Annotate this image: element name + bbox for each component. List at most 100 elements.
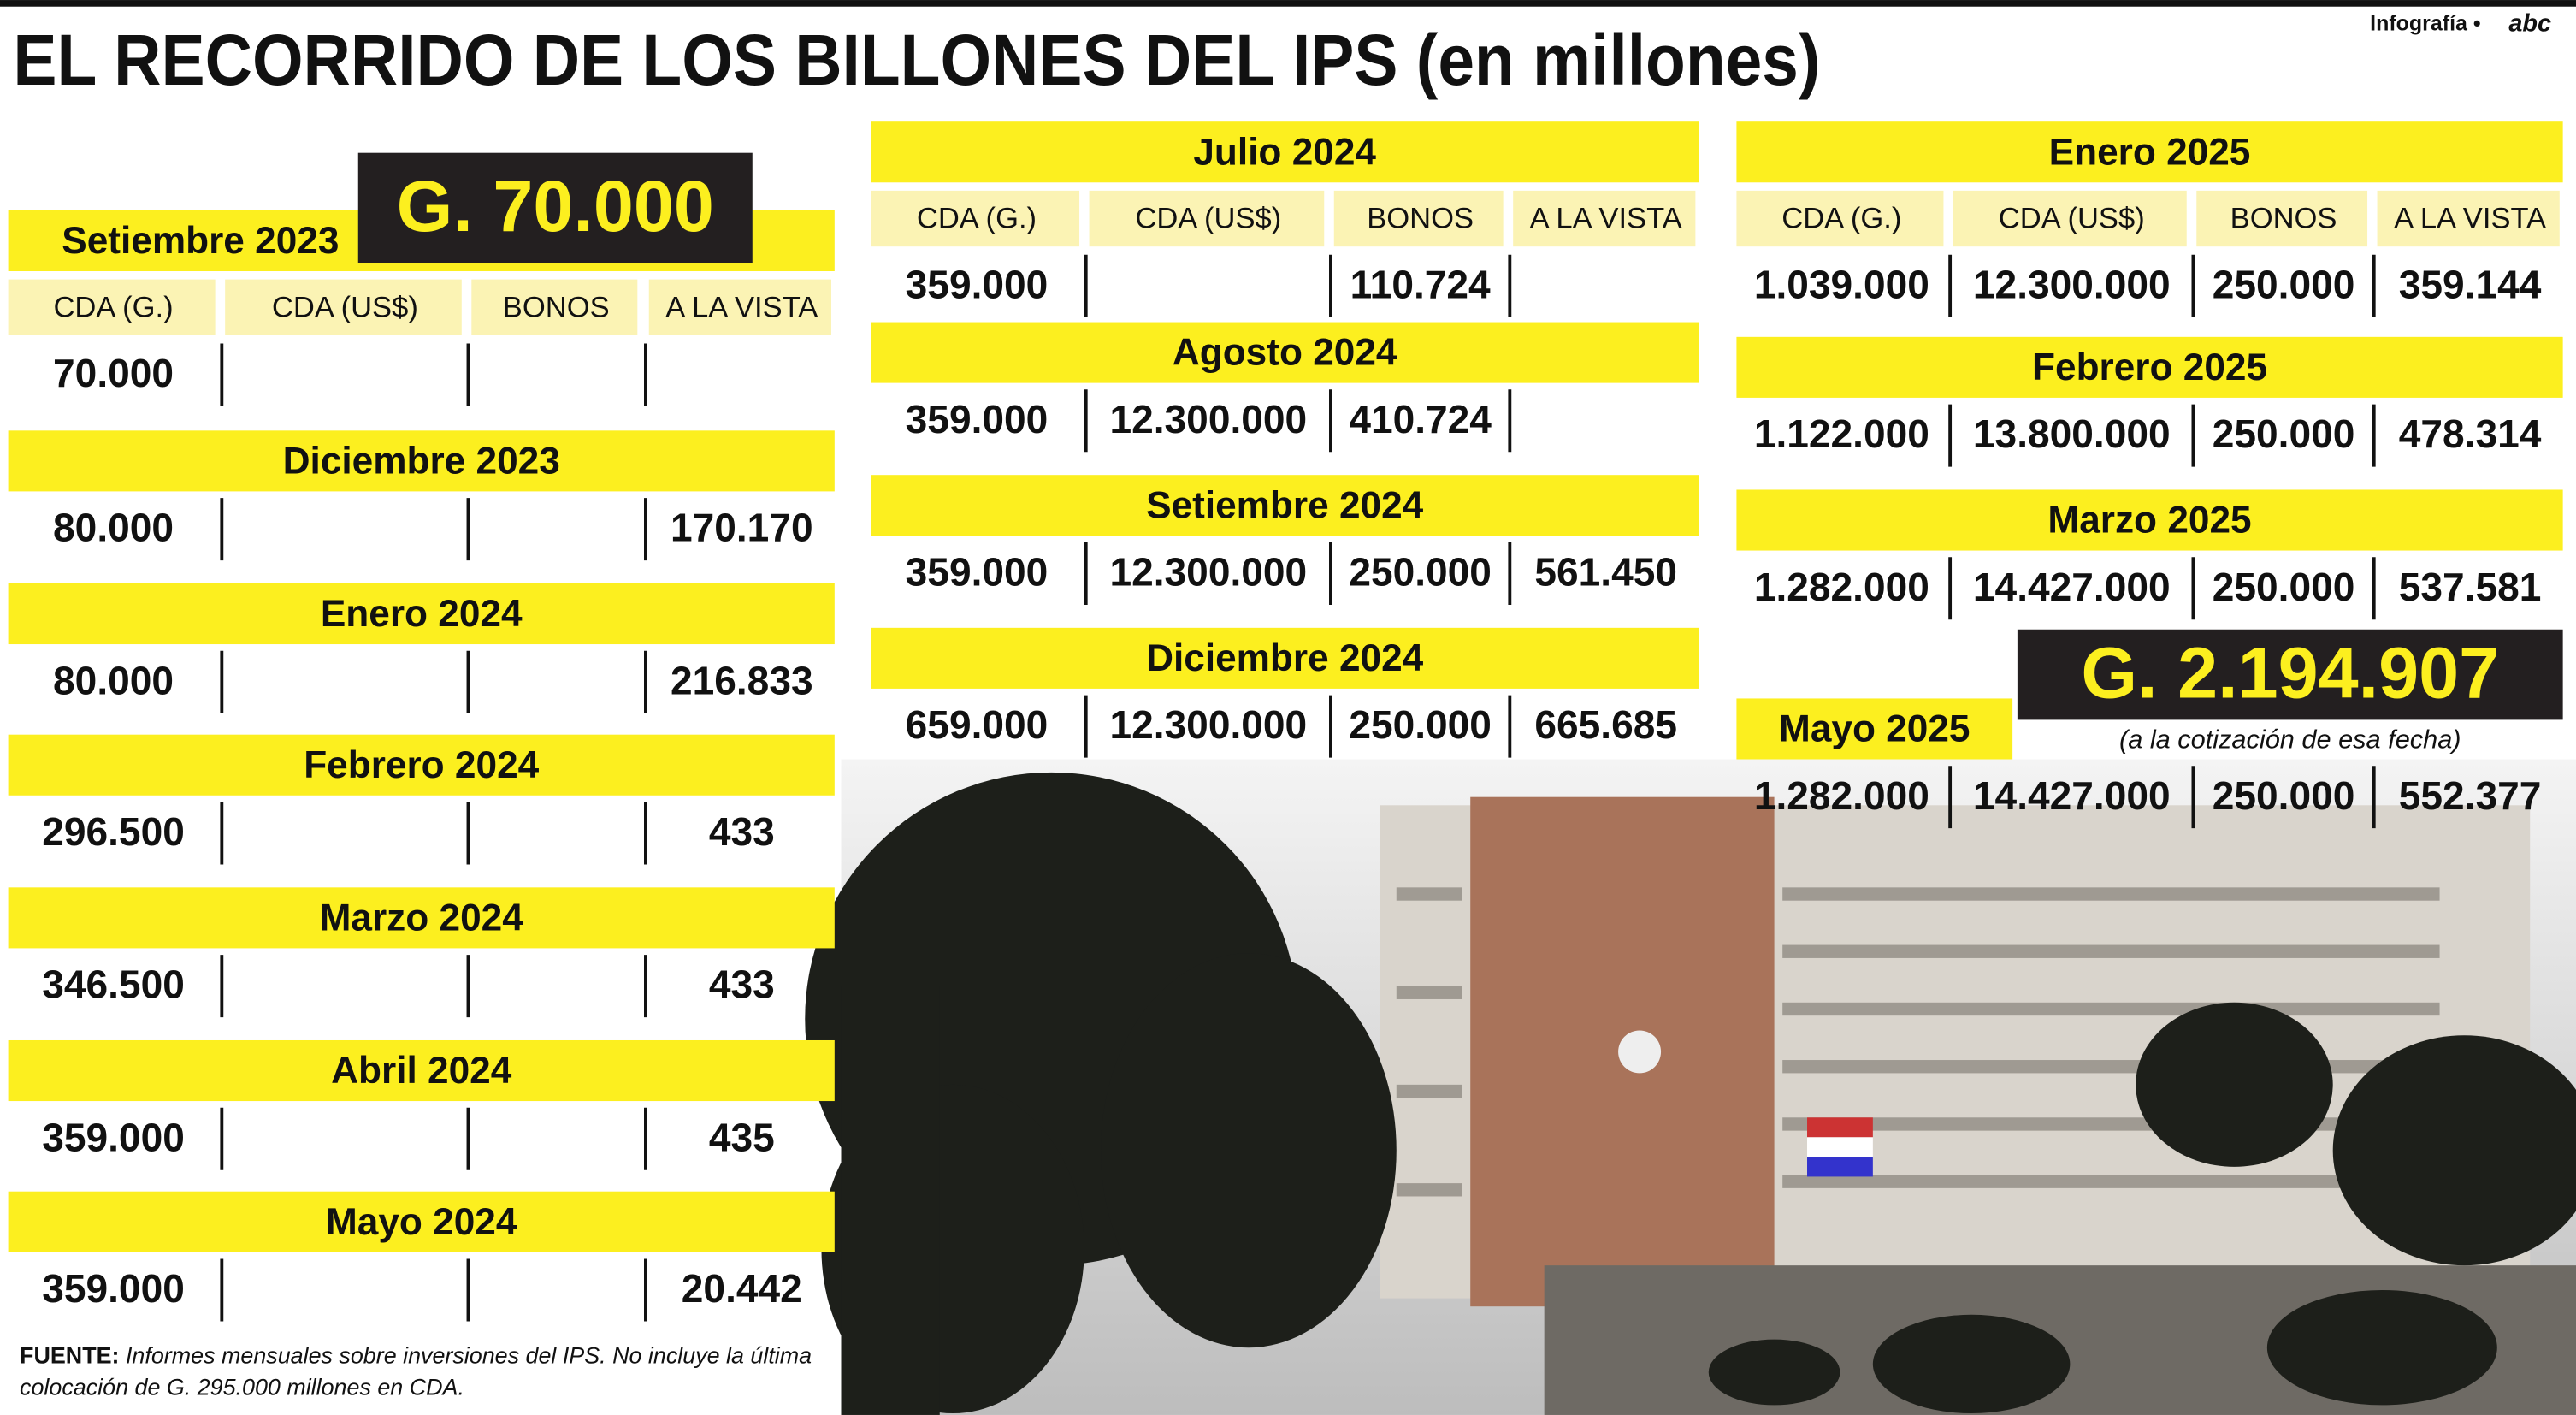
cell-value: 250.000 — [2213, 773, 2355, 818]
month-band — [8, 430, 835, 492]
month-band — [1736, 336, 2563, 398]
title: EL RECORRIDO DE LOS BILLONES DEL IPS (en… — [13, 19, 1820, 100]
month-label: Febrero 2024 — [304, 744, 539, 786]
cell-value: 359.144 — [2399, 262, 2542, 306]
footer-text: Informes mensuales sobre inversiones del… — [126, 1343, 812, 1369]
column-header: CDA (US$) — [1999, 203, 2145, 235]
cell-value: 13.800.000 — [1973, 411, 2171, 456]
cell-value: 552.377 — [2399, 773, 2542, 818]
month-band — [1736, 698, 2013, 760]
cell-value: 110.724 — [1350, 262, 1491, 306]
cell-value: 1.122.000 — [1754, 411, 1929, 456]
cell-value: 359.000 — [42, 1115, 185, 1159]
column-header-cell — [1953, 190, 2187, 247]
column-header: CDA (US$) — [1135, 203, 1281, 235]
month-band — [871, 322, 1699, 383]
column-header-cell — [1513, 190, 1696, 247]
highlight-amount: G. 2.194.907 — [2081, 632, 2499, 713]
month-label: Diciembre 2023 — [283, 440, 560, 482]
month-label: Mayo 2024 — [326, 1201, 517, 1243]
column-header-cell — [1089, 190, 1325, 247]
cell-value: 12.300.000 — [1109, 397, 1307, 441]
cell-value: 70.000 — [53, 351, 174, 395]
column-header: BONOS — [1367, 203, 1474, 235]
column-header: CDA (G.) — [917, 203, 1037, 235]
column-header-cell — [225, 279, 462, 335]
highlight-amount: G. 70.000 — [397, 165, 714, 246]
column-header: CDA (G.) — [53, 291, 173, 323]
month-band — [871, 121, 1699, 183]
cell-value: 250.000 — [1349, 702, 1492, 747]
month-label: Marzo 2025 — [2047, 500, 2251, 542]
cell-value: 1.039.000 — [1754, 262, 1929, 306]
cell-value: 346.500 — [42, 962, 185, 1007]
cell-value: 170.170 — [671, 506, 813, 550]
cell-value: 561.450 — [1534, 550, 1677, 595]
month-label: Agosto 2024 — [1173, 332, 1397, 374]
logo: abc — [2508, 9, 2551, 37]
highlight-note: (a la cotización de esa fecha) — [2119, 725, 2461, 755]
cell-value: 14.427.000 — [1973, 773, 2171, 818]
month-band — [1736, 121, 2563, 183]
cell-value: 250.000 — [1349, 550, 1492, 595]
cell-value: 433 — [709, 962, 775, 1007]
cell-value: 12.300.000 — [1109, 550, 1307, 595]
cell-value: 410.724 — [1349, 397, 1492, 441]
column-header: A LA VISTA — [1530, 203, 1682, 235]
cell-value: 435 — [709, 1115, 775, 1159]
cell-value: 296.500 — [42, 809, 185, 854]
month-label: Setiembre 2023 — [62, 220, 339, 262]
column-header: CDA (US$) — [272, 291, 418, 323]
month-label: Enero 2024 — [321, 593, 523, 635]
month-band — [871, 475, 1699, 536]
month-band — [8, 583, 835, 645]
month-label: Setiembre 2024 — [1146, 484, 1424, 526]
cell-value: 20.442 — [682, 1266, 802, 1311]
footer: FUENTE: Informes mensuales sobre inversi… — [20, 1343, 812, 1369]
column-header: BONOS — [503, 291, 610, 323]
column-header-cell — [2196, 190, 2368, 247]
column-header-cell — [1736, 190, 1944, 247]
cell-value: 250.000 — [2213, 411, 2355, 456]
cell-value: 12.300.000 — [1973, 262, 2171, 306]
cell-value: 80.000 — [53, 506, 174, 550]
cell-value: 359.000 — [906, 550, 1049, 595]
month-band — [8, 1039, 835, 1102]
month-label: Abril 2024 — [331, 1050, 512, 1092]
cell-value: 537.581 — [2399, 565, 2542, 609]
column-header: BONOS — [2230, 203, 2337, 235]
column-header-cell — [8, 279, 216, 335]
highlight-box — [357, 152, 753, 263]
month-band — [8, 734, 835, 796]
cell-value: 216.833 — [671, 658, 813, 702]
cell-value: 12.300.000 — [1109, 702, 1307, 747]
footer-text-line: colocación de G. 295.000 millones en CDA… — [20, 1374, 464, 1400]
month-label: Diciembre 2024 — [1146, 637, 1424, 679]
cell-value: 80.000 — [53, 658, 174, 702]
top-rule — [0, 0, 2576, 7]
month-band — [8, 887, 835, 949]
cell-value: 359.000 — [906, 262, 1049, 306]
cell-value: 250.000 — [2213, 565, 2355, 609]
column-header: A LA VISTA — [2394, 203, 2546, 235]
cell-value: 14.427.000 — [1973, 565, 2171, 609]
cell-value: 659.000 — [906, 702, 1049, 747]
photo — [805, 759, 2576, 1415]
cell-value: 433 — [709, 809, 775, 854]
month-label: Julio 2024 — [1193, 131, 1376, 173]
column-header-cell — [471, 279, 638, 335]
month-label: Marzo 2024 — [320, 897, 524, 938]
column-header-cell — [1333, 190, 1504, 247]
month-label: Mayo 2025 — [1779, 708, 1970, 750]
column-header-cell — [871, 190, 1080, 247]
cell-value: 1.282.000 — [1754, 773, 1929, 818]
footer-label: FUENTE: — [20, 1343, 119, 1369]
cell-value: 478.314 — [2399, 411, 2542, 456]
column-header-cell — [648, 279, 831, 335]
month-label: Enero 2025 — [2049, 131, 2251, 173]
highlight-box — [2017, 629, 2563, 720]
month-band — [1736, 489, 2563, 551]
credit: Infografía • — [2370, 11, 2480, 35]
column-header: A LA VISTA — [665, 291, 818, 323]
